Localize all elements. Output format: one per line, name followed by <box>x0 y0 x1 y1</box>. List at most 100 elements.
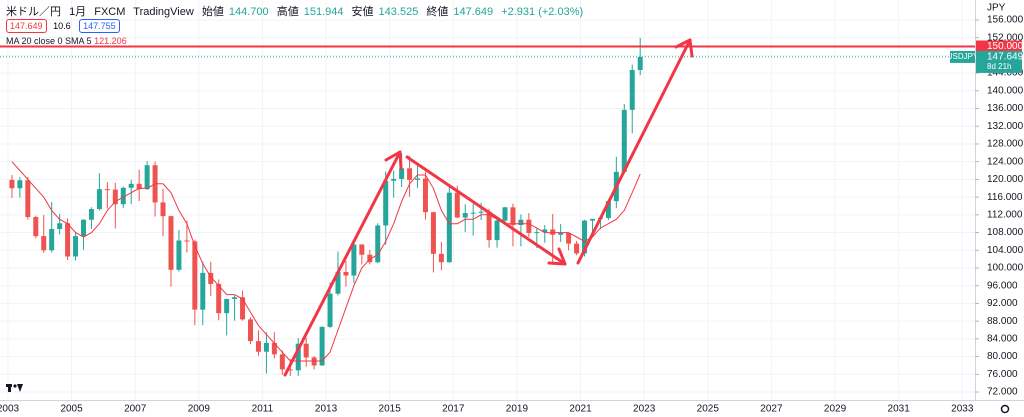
candle-body <box>17 180 23 189</box>
candle-body <box>279 354 285 370</box>
arrow <box>405 155 567 266</box>
y-tick-label: 108.000 <box>987 227 1024 238</box>
x-tick-label: 2007 <box>124 404 147 415</box>
candle-body <box>605 201 611 218</box>
indicator-legend: MA 20 close 0 SMA 5 121.206 <box>6 36 127 46</box>
spread: 10.6 <box>53 21 71 31</box>
hline-price-label: 150.000 <box>987 41 1024 52</box>
last-price-label: 147.649 <box>987 52 1024 63</box>
candle-body <box>351 244 357 276</box>
candle-body <box>415 178 421 180</box>
candle-body <box>96 189 102 210</box>
candle-body <box>248 319 254 342</box>
y-tick-label: 92.000 <box>987 298 1018 309</box>
currency-label[interactable]: JPY <box>987 3 1006 14</box>
candle-body <box>327 293 333 327</box>
interval[interactable]: 1月 <box>69 6 87 18</box>
candle-body <box>33 217 39 237</box>
candle-body <box>224 299 230 314</box>
countdown-label: 8d 21h <box>987 62 1011 71</box>
high-value: 151.944 <box>303 6 344 18</box>
candle-body <box>589 218 595 221</box>
candle-body <box>263 342 269 352</box>
candle-body <box>303 343 309 358</box>
candle-body <box>582 220 588 254</box>
x-tick-label: 2027 <box>760 404 783 415</box>
candle-body <box>81 219 87 237</box>
hline-price-box <box>976 40 1022 53</box>
symbol[interactable]: 米ドル／円 <box>6 6 61 18</box>
y-tick-label: 80.000 <box>987 351 1018 362</box>
candle-body <box>240 297 246 320</box>
candle-body <box>391 178 397 181</box>
x-tick-label: 2023 <box>633 404 656 415</box>
y-tick-label: 132.000 <box>987 121 1024 132</box>
ma-label[interactable]: MA 20 close 0 SMA 5 <box>6 36 92 46</box>
candle-body <box>104 189 110 191</box>
x-tick-label: 2033 <box>951 404 974 415</box>
x-tick-label: 2019 <box>506 404 529 415</box>
candle-body <box>88 209 94 220</box>
candle-body <box>176 240 182 270</box>
candle-body <box>65 223 71 257</box>
x-tick-label: 2015 <box>379 404 402 415</box>
candle-body <box>144 165 150 190</box>
candle-body <box>629 69 635 110</box>
candle-body <box>255 341 261 352</box>
y-tick-label: 88.000 <box>987 316 1018 327</box>
candle-body <box>128 183 134 188</box>
y-tick-label: 152.000 <box>987 32 1024 43</box>
arrow-head <box>384 150 403 170</box>
candle-body <box>73 236 79 257</box>
arrow-head <box>547 247 567 266</box>
x-tick-label: 2017 <box>442 404 465 415</box>
candle-body <box>343 271 349 276</box>
y-tick-label: 100.000 <box>987 263 1024 274</box>
y-tick-label: 116.000 <box>987 192 1023 203</box>
change: +2.931 (+2.03%) <box>501 6 584 18</box>
y-tick-label: 128.000 <box>987 139 1024 150</box>
x-tick-label: 2013 <box>315 404 338 415</box>
y-tick-label: 72.000 <box>987 387 1018 398</box>
y-tick-label: 96.000 <box>987 280 1018 291</box>
candle-body <box>526 219 532 234</box>
open-label: 始値 <box>201 6 224 18</box>
arrow <box>283 150 402 377</box>
settings-icon[interactable] <box>1000 404 1010 414</box>
candle-body <box>208 272 214 284</box>
candle-body <box>574 243 580 254</box>
candle-body <box>510 207 516 226</box>
candle-body <box>319 326 325 366</box>
y-tick-label: 124.000 <box>987 156 1024 167</box>
y-tick-label: 140.000 <box>987 85 1024 96</box>
trend-arrows <box>283 38 694 377</box>
candle-body <box>232 297 238 300</box>
candle-body <box>57 223 63 230</box>
arrow <box>576 38 692 265</box>
sell-button[interactable]: 147.649 <box>6 19 47 33</box>
candle-body <box>112 189 118 205</box>
candle-body <box>359 244 365 255</box>
arrow-head <box>674 38 694 58</box>
candle-body <box>200 272 206 310</box>
symbol-box <box>950 50 975 63</box>
candle-body <box>184 240 190 242</box>
candle-body <box>136 183 142 190</box>
candle-body <box>407 168 413 180</box>
y-tick-label: 84.000 <box>987 334 1018 345</box>
y-tick-label: 104.000 <box>987 245 1024 256</box>
legend-header: 米ドル／円 1月 FXCM TradingView 始値 144.700 高値 15… <box>6 3 588 19</box>
candle-body <box>120 187 126 205</box>
candle-body <box>422 178 428 213</box>
buy-button[interactable]: 147.755 <box>79 19 120 33</box>
candle-body <box>295 343 301 371</box>
y-tick-label: 120.000 <box>987 174 1024 185</box>
open-value: 144.700 <box>228 6 269 18</box>
candle-body <box>446 192 452 263</box>
candle-body <box>367 254 373 263</box>
candle-body <box>502 207 508 221</box>
y-tick-label: 136.000 <box>987 103 1024 114</box>
candle-body <box>375 225 381 263</box>
trade-buttons: 147.649 10.6 147.755 <box>6 19 124 33</box>
